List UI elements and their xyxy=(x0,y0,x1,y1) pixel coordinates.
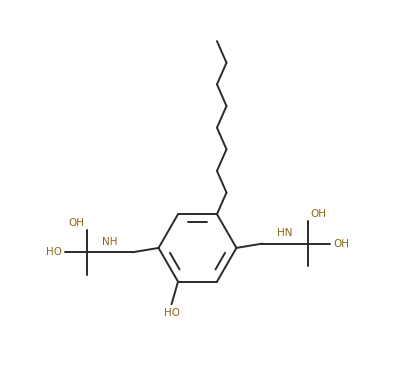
Text: HO: HO xyxy=(164,308,180,318)
Text: HO: HO xyxy=(46,247,62,257)
Text: HN: HN xyxy=(277,229,293,238)
Text: OH: OH xyxy=(333,239,349,249)
Text: OH: OH xyxy=(69,218,85,228)
Text: OH: OH xyxy=(310,209,326,219)
Text: NH: NH xyxy=(102,237,118,247)
